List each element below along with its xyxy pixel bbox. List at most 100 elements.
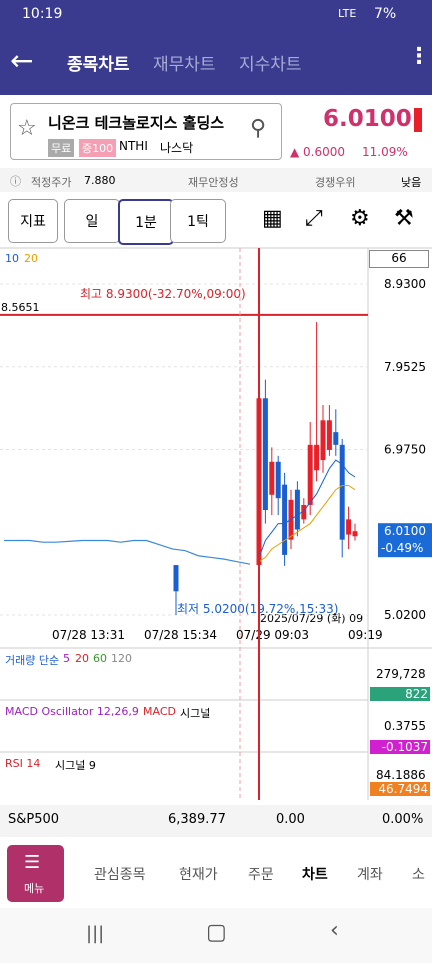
menu-icon[interactable]: ☰ xyxy=(24,852,41,873)
nav-item[interactable]: 관심종목 xyxy=(94,867,146,883)
tools-icon[interactable]: ⚒ xyxy=(394,206,414,231)
panel-label: MACD xyxy=(143,705,176,718)
x-label: 07/28 13:31 xyxy=(52,628,125,642)
badge: 증100 xyxy=(79,139,117,157)
search-icon[interactable]: ⚲ xyxy=(250,116,267,141)
change-pct: 11.09% xyxy=(362,145,408,159)
current-tag xyxy=(378,523,432,558)
tab[interactable]: 종목차트 xyxy=(67,55,130,75)
x-label: 07/29 09:03 xyxy=(236,628,309,642)
expand-icon[interactable]: ⤢ xyxy=(305,206,323,231)
nav-item[interactable]: 차트 xyxy=(302,867,328,883)
price: 6.0100 xyxy=(323,106,412,132)
panel-label: 시그널 9 xyxy=(55,759,96,772)
label: 재무안정성 xyxy=(188,176,239,189)
candle-body xyxy=(294,489,300,530)
panel-current: -0.1037 xyxy=(370,740,430,754)
home-button[interactable]: ▢ xyxy=(206,920,227,945)
period-button[interactable]: 1분 xyxy=(118,199,174,245)
header xyxy=(0,0,432,95)
candle-body xyxy=(269,461,275,495)
candle-body xyxy=(314,444,320,471)
nav-item[interactable]: 주문 xyxy=(248,867,274,883)
badge: 무료 xyxy=(48,139,75,157)
tab[interactable]: 재무차트 xyxy=(153,55,216,75)
nav-item[interactable]: 계좌 xyxy=(357,867,383,883)
prior-line xyxy=(4,539,251,565)
count-box: 66 xyxy=(369,250,429,268)
panel-max: 279,728 xyxy=(376,667,426,681)
system-nav xyxy=(0,908,432,963)
x-label: 07/28 15:34 xyxy=(144,628,217,642)
period: 60 xyxy=(93,652,107,665)
x-label: 09:19 xyxy=(348,628,383,642)
candle-body xyxy=(282,484,288,555)
period-button[interactable]: 일 xyxy=(64,199,120,243)
index-pct: 0.00% xyxy=(382,812,424,827)
candle-body xyxy=(326,420,332,450)
info-row xyxy=(0,168,432,192)
candle-body xyxy=(333,432,339,445)
panel-current: 46.7494 xyxy=(370,782,430,796)
label: 경쟁우위 xyxy=(315,176,356,189)
panel-label: 거래량 단순 xyxy=(5,654,60,667)
y-tick-label: 6.9750 xyxy=(384,443,426,457)
candle-body xyxy=(307,444,313,505)
change: ▲ 0.6000 xyxy=(290,145,346,159)
nav-item[interactable]: 소 xyxy=(412,867,425,883)
value: 7.880 xyxy=(84,174,116,187)
nav-item[interactable]: 현재가 xyxy=(179,867,218,883)
menu-label[interactable]: 메뉴 xyxy=(24,882,45,895)
current-price: 6.0100 xyxy=(384,524,426,538)
index-row xyxy=(0,805,432,837)
menu-button[interactable] xyxy=(7,845,64,902)
ticker: NTHI xyxy=(119,139,148,153)
ma-legend: 10 xyxy=(5,252,19,265)
more-button[interactable]: ⋮ xyxy=(408,44,430,69)
ma-line xyxy=(258,484,356,563)
y-tick-label: 7.9525 xyxy=(384,360,426,374)
index-value: 6,389.77 xyxy=(168,812,226,827)
back-nav[interactable]: ‹ xyxy=(330,918,339,943)
tab[interactable]: 지수차트 xyxy=(239,55,302,75)
candle-body xyxy=(301,504,307,520)
panel-label: 시그널 xyxy=(180,707,211,720)
candle-body xyxy=(352,531,358,537)
panel-current: 822 xyxy=(370,687,430,701)
back-button[interactable]: ← xyxy=(10,44,34,77)
star-icon[interactable]: ☆ xyxy=(17,116,37,141)
help-icon[interactable]: ⓘ xyxy=(10,175,21,188)
network: LTE xyxy=(338,7,357,20)
panel-max: 84.1886 xyxy=(376,768,426,782)
panel-label: MACD Oscillator 12,26,9 xyxy=(5,705,139,718)
candle-body xyxy=(339,444,345,540)
period: 5 xyxy=(63,652,70,665)
index-change: 0.00 xyxy=(276,812,305,827)
index-name: S&P500 xyxy=(8,812,60,827)
candle-body xyxy=(346,519,352,535)
y-tick-label: 5.0200 xyxy=(384,608,426,622)
ma-line xyxy=(258,459,356,558)
ma-legend: 20 xyxy=(24,252,38,265)
battery: 7% xyxy=(374,6,397,22)
candle-body xyxy=(320,420,326,461)
time: 10:19 xyxy=(22,6,63,22)
period: 120 xyxy=(111,652,132,665)
panel-label: RSI 14 xyxy=(5,757,41,770)
indicator-button[interactable]: 지표 xyxy=(8,199,58,243)
label: 적정주가 xyxy=(31,176,72,189)
panel-max: 0.3755 xyxy=(384,719,426,733)
low-note: 최저 5.0200(19.72%,15:33) xyxy=(177,602,339,616)
value: 낮음 xyxy=(401,176,422,189)
period-button[interactable]: 1틱 xyxy=(170,199,226,243)
current-change: -0.49% xyxy=(381,541,423,555)
layout-icon[interactable]: ▦ xyxy=(262,206,283,231)
recent-button[interactable]: ||| xyxy=(86,923,105,944)
search-box[interactable] xyxy=(10,103,282,160)
exchange: 나스닥 xyxy=(160,141,194,155)
ref-label: 8.5651 xyxy=(1,301,40,314)
candle-body xyxy=(173,565,179,592)
settings-icon[interactable]: ⚙ xyxy=(350,206,370,231)
stock-name: 니온크 테크놀로지스 홀딩스 xyxy=(48,114,225,132)
